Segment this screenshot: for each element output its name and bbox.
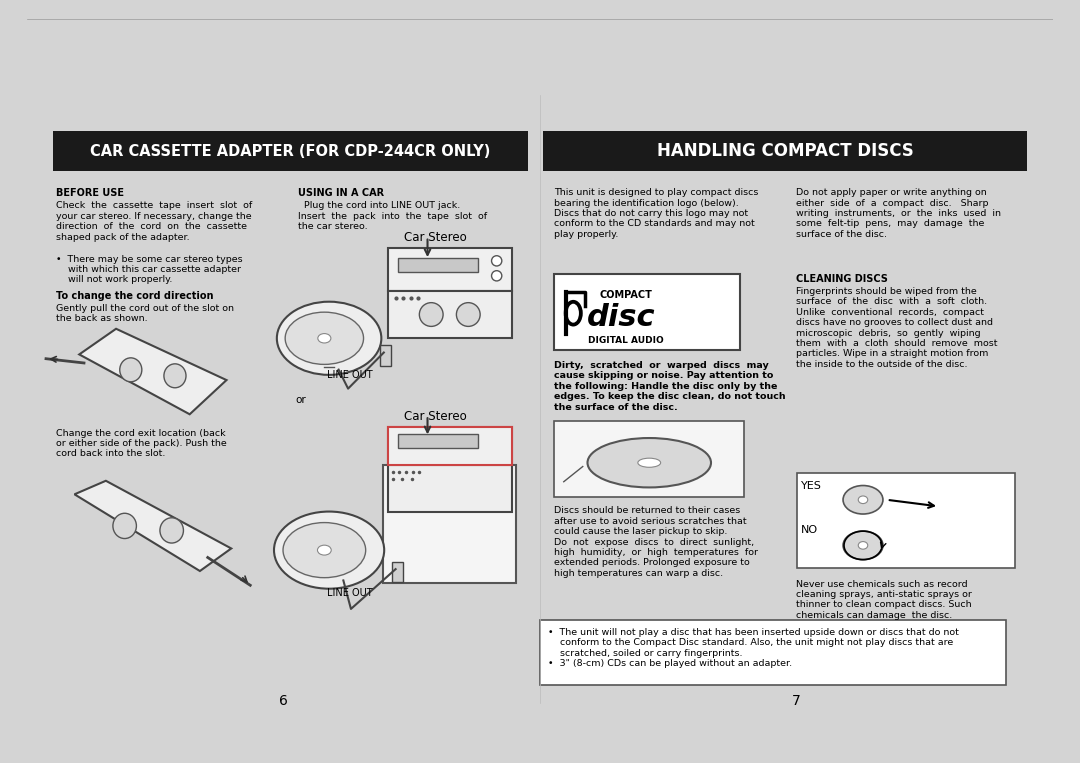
Ellipse shape (120, 358, 141, 382)
Text: LINE OUT: LINE OUT (327, 588, 373, 598)
Ellipse shape (274, 511, 384, 589)
Text: 7: 7 (792, 694, 801, 707)
Text: Plug the cord into LINE OUT jack.
Insert  the  pack  into  the  tape  slot  of
t: Plug the cord into LINE OUT jack. Insert… (298, 201, 487, 231)
Text: YES: YES (801, 481, 822, 491)
Bar (554, 421, 744, 497)
Text: 6: 6 (279, 694, 288, 707)
Ellipse shape (285, 312, 364, 365)
Ellipse shape (843, 531, 883, 559)
Ellipse shape (318, 546, 332, 555)
Text: NO: NO (801, 526, 819, 536)
Text: Change the cord exit location (back
or either side of the pack). Push the
cord b: Change the cord exit location (back or e… (55, 429, 226, 459)
Ellipse shape (113, 513, 136, 539)
Ellipse shape (283, 523, 366, 578)
Ellipse shape (843, 485, 883, 514)
Bar (540, 620, 1005, 685)
Bar (554, 274, 740, 349)
Bar (543, 131, 1027, 171)
Text: HANDLING COMPACT DISCS: HANDLING COMPACT DISCS (657, 142, 914, 160)
Bar (392, 562, 403, 582)
Text: CAR CASSETTE ADAPTER (FOR CDP-244CR ONLY): CAR CASSETTE ADAPTER (FOR CDP-244CR ONLY… (90, 143, 490, 159)
Ellipse shape (859, 496, 867, 504)
Circle shape (491, 256, 502, 266)
Ellipse shape (568, 304, 579, 323)
Text: USING IN A CAR: USING IN A CAR (298, 188, 383, 198)
Bar (388, 248, 512, 291)
Text: Do not apply paper or write anything on
either  side  of  a  compact  disc.   Sh: Do not apply paper or write anything on … (797, 188, 1001, 239)
Text: LINE OUT: LINE OUT (327, 369, 373, 380)
Ellipse shape (859, 542, 867, 549)
Bar (388, 291, 512, 338)
Ellipse shape (638, 458, 661, 467)
Text: Check  the  cassette  tape  insert  slot  of
your car stereo. If necessary, chan: Check the cassette tape insert slot of y… (55, 201, 252, 242)
Circle shape (449, 478, 475, 504)
Bar (397, 434, 477, 448)
Text: To change the cord direction: To change the cord direction (55, 291, 213, 301)
Circle shape (419, 303, 443, 327)
Circle shape (491, 271, 502, 281)
Text: Discs should be returned to their cases
after use to avoid serious scratches tha: Discs should be returned to their cases … (554, 507, 758, 578)
Text: BEFORE USE: BEFORE USE (55, 188, 123, 198)
Text: DIGITAL AUDIO: DIGITAL AUDIO (588, 336, 663, 345)
Text: COMPACT: COMPACT (599, 290, 652, 300)
Text: disc: disc (586, 303, 656, 332)
Circle shape (411, 478, 438, 504)
Text: Gently pull the cord out of the slot on
the back as shown.: Gently pull the cord out of the slot on … (55, 304, 233, 324)
Text: •  There may be some car stereo types
    with which this car cassette adapter
 : • There may be some car stereo types wit… (55, 255, 242, 285)
Text: Dirty,  scratched  or  warped  discs  may
cause skipping or noise. Pay attention: Dirty, scratched or warped discs may cau… (554, 361, 786, 412)
Text: CLEANING DISCS: CLEANING DISCS (797, 274, 889, 284)
Text: Fingerprints should be wiped from the
surface  of  the  disc  with  a  soft  clo: Fingerprints should be wiped from the su… (797, 287, 998, 369)
Text: or: or (295, 395, 306, 405)
Text: Car Stereo: Car Stereo (404, 231, 467, 244)
Polygon shape (75, 481, 231, 571)
Text: This unit is designed to play compact discs
bearing the identification logo (bel: This unit is designed to play compact di… (554, 188, 758, 239)
Bar (388, 427, 512, 465)
Circle shape (457, 303, 481, 327)
Bar (380, 345, 391, 365)
Bar (797, 473, 1015, 568)
Ellipse shape (318, 333, 330, 343)
Polygon shape (79, 329, 227, 414)
Text: Never use chemicals such as record
cleaning sprays, anti-static sprays or
thinne: Never use chemicals such as record clean… (797, 580, 972, 620)
Text: •  The unit will not play a disc that has been inserted upside down or discs tha: • The unit will not play a disc that has… (548, 628, 958, 668)
Ellipse shape (588, 438, 711, 488)
Bar (397, 258, 477, 272)
Ellipse shape (564, 300, 583, 327)
Ellipse shape (160, 518, 184, 543)
Text: Car Stereo: Car Stereo (404, 410, 467, 423)
Ellipse shape (164, 364, 186, 388)
Bar (383, 465, 516, 584)
Bar (388, 465, 512, 512)
Ellipse shape (276, 301, 381, 375)
Bar (53, 131, 528, 171)
